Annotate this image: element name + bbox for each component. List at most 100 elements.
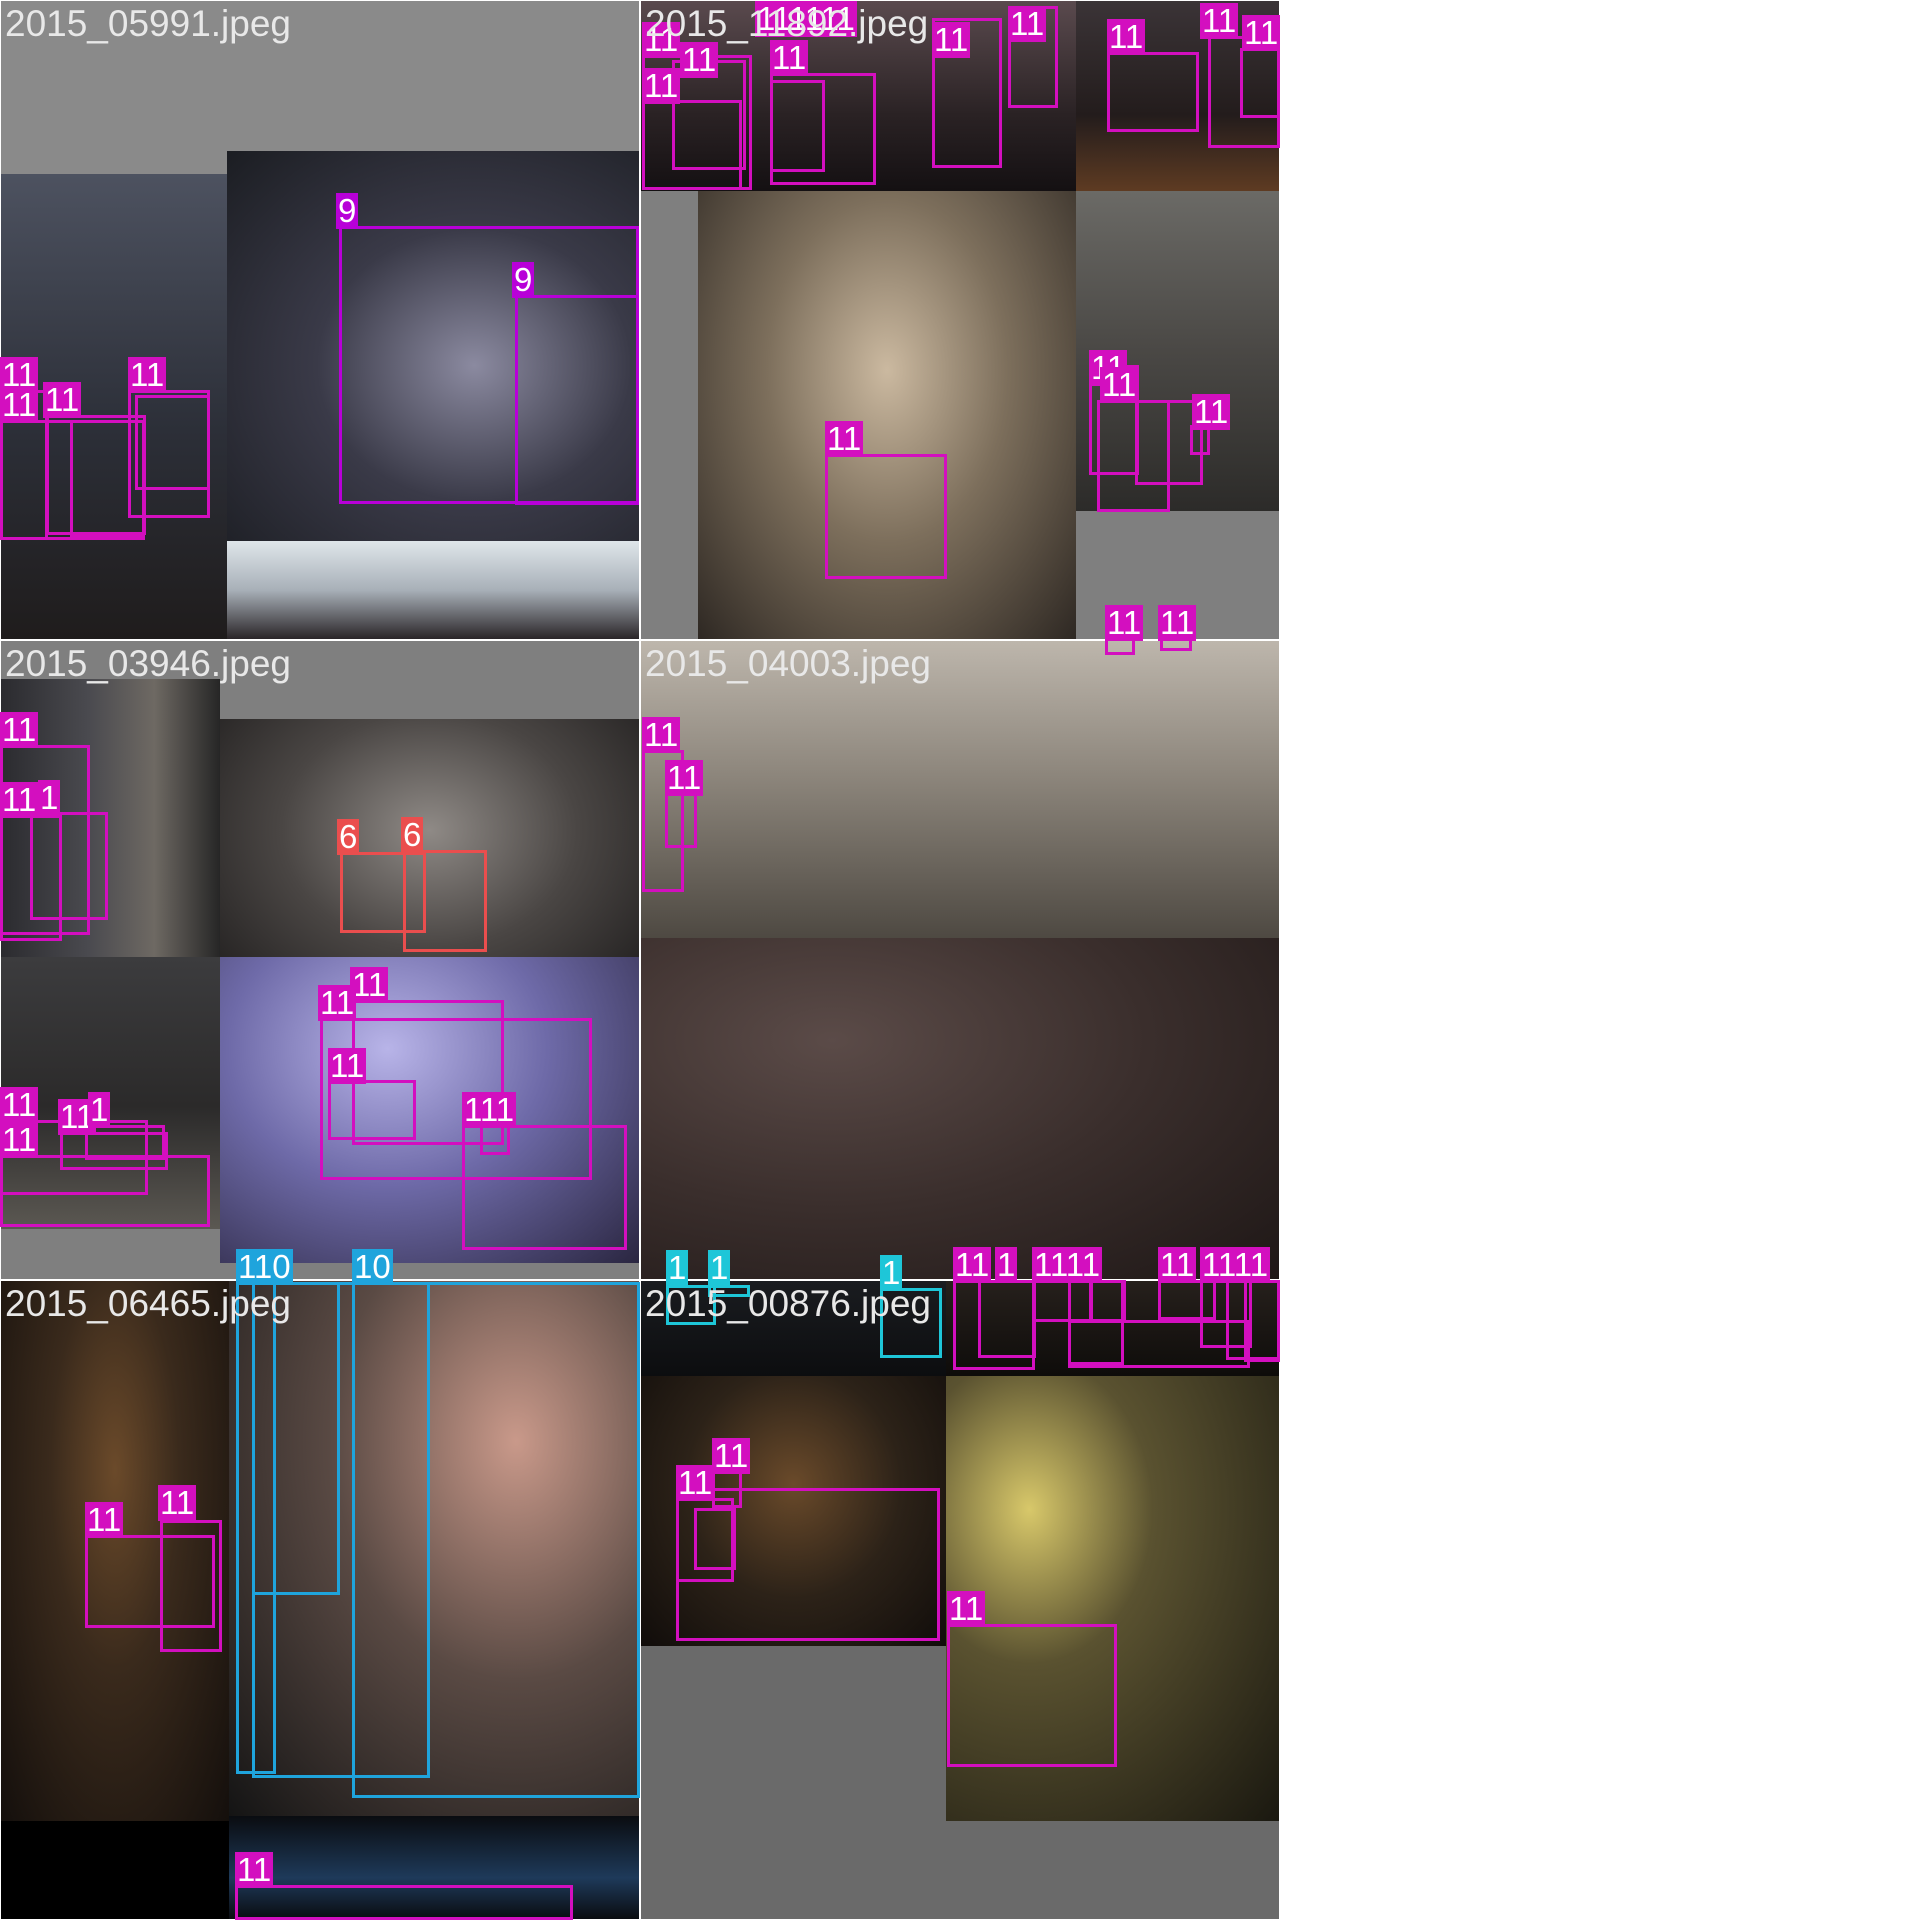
photo-derelict-room	[641, 641, 1279, 938]
bbox	[1090, 1280, 1126, 1322]
tile-filename: 2015_03946.jpeg	[5, 643, 292, 684]
bbox	[60, 1132, 168, 1170]
bbox-label: 6	[401, 816, 424, 853]
bbox-label: 1111	[1032, 1246, 1103, 1283]
mosaic-grid: 2015_05991.jpeg 2015_11892.jpeg 2015_039…	[0, 0, 1281, 1920]
bbox-label: 11	[235, 1851, 274, 1888]
bbox	[352, 1282, 640, 1798]
photo-shop-sign	[227, 541, 639, 639]
bbox-label: 11	[1158, 1246, 1197, 1283]
bbox	[515, 295, 639, 505]
bbox	[85, 1125, 165, 1160]
tile-filename: 2015_05991.jpeg	[5, 3, 292, 44]
bbox-label: 11	[1200, 2, 1239, 39]
bbox-label: 11	[1100, 366, 1139, 403]
bbox	[1068, 1320, 1250, 1368]
bbox-label: 11	[1105, 604, 1144, 641]
bbox	[340, 852, 426, 933]
photo-dining-room	[641, 1, 1076, 191]
bbox	[70, 420, 145, 538]
bbox	[694, 1508, 736, 1570]
bbox-label: 110	[236, 1248, 293, 1285]
bbox	[1107, 52, 1199, 132]
bbox-label: 9	[336, 192, 359, 229]
bbox-label: 10	[352, 1248, 393, 1285]
bbox	[403, 850, 487, 952]
bbox	[328, 1080, 416, 1140]
photo-dining-dark	[946, 1281, 1279, 1376]
tile-3: 2015_04003.jpeg	[641, 641, 1279, 1279]
bbox-label: 1	[38, 779, 61, 816]
bbox	[85, 1535, 215, 1628]
bbox-label: 11	[0, 386, 39, 423]
bbox-label: 11	[85, 1501, 124, 1538]
bbox-label: 1111	[1200, 1246, 1271, 1283]
bbox-label: 11	[676, 1464, 715, 1501]
bbox-label: 1	[88, 1091, 111, 1128]
bbox	[1240, 48, 1280, 118]
bbox	[665, 793, 697, 848]
bbox-label: 111111	[755, 0, 857, 37]
tile-filename: 2015_00876.jpeg	[645, 1283, 932, 1324]
photo-blue-living-room	[220, 957, 639, 1263]
bbox-label: 11	[665, 759, 704, 796]
bbox-label: 11	[642, 21, 681, 58]
bbox-label: 11	[1192, 393, 1231, 430]
photo-night-street	[641, 1281, 946, 1376]
bbox-label: 11	[0, 1086, 39, 1123]
photo-poster-wall	[641, 938, 1279, 1279]
tile-4: 2015_06465.jpeg	[1, 1281, 639, 1919]
bbox-label: 11	[825, 420, 864, 457]
bbox	[932, 18, 1002, 168]
bbox-label: 11	[1242, 14, 1281, 51]
bbox	[666, 1285, 716, 1325]
bbox	[462, 1125, 627, 1250]
bbox	[770, 80, 825, 172]
bbox	[712, 1470, 742, 1508]
photo-motorcycle-racer	[227, 151, 639, 541]
tile-filename: 2015_11892.jpeg	[645, 3, 929, 44]
bbox-label: 1	[880, 1254, 903, 1291]
bbox	[235, 1885, 573, 1920]
tile-5: 2015_00876.jpeg	[641, 1281, 1279, 1919]
photo-room-dark	[1, 174, 227, 639]
bbox-label: 11	[318, 984, 357, 1021]
bbox-label: 11	[642, 716, 681, 753]
bbox-label: 11	[642, 67, 681, 104]
bbox-label: 111	[462, 1091, 517, 1128]
bbox-label: 1	[995, 1246, 1018, 1283]
tile-1: 2015_11892.jpeg	[641, 1, 1279, 639]
bbox-label: 6	[337, 818, 360, 855]
bbox	[320, 1018, 592, 1180]
bbox-label: 11	[1158, 604, 1197, 641]
bbox-label: 11	[128, 356, 167, 393]
bbox	[708, 1285, 750, 1297]
bbox	[135, 395, 210, 490]
bbox	[880, 1288, 942, 1358]
bbox-label: 11	[158, 1484, 197, 1521]
bbox	[642, 100, 742, 190]
photo-hotel-bedroom	[698, 191, 1076, 639]
bbox	[30, 812, 108, 920]
bbox	[1135, 400, 1203, 485]
bbox-label: 1	[708, 1249, 731, 1286]
photo-dim-lobby	[1, 1281, 229, 1821]
bbox-label: 11	[712, 1437, 751, 1474]
bbox-label: 11	[0, 711, 39, 748]
tile-filename: 2015_04003.jpeg	[645, 643, 932, 684]
bbox	[825, 454, 947, 579]
photo-lamp-bedroom	[946, 1376, 1279, 1821]
bbox	[0, 1155, 210, 1227]
bbox	[252, 1282, 430, 1778]
bbox-label: 11	[0, 1121, 39, 1158]
bbox	[480, 1125, 510, 1155]
bbox-label: 11	[350, 966, 389, 1003]
bbox-label: 11	[953, 1246, 992, 1283]
photo-smiling-woman	[229, 1281, 639, 1816]
bbox-label: 1	[666, 1249, 689, 1286]
bbox-label: 11	[1107, 18, 1146, 55]
bbox-label: 9	[512, 261, 535, 298]
bbox	[160, 1520, 222, 1652]
bbox-label: 11	[328, 1047, 367, 1084]
bbox-label: 11	[947, 1590, 986, 1627]
